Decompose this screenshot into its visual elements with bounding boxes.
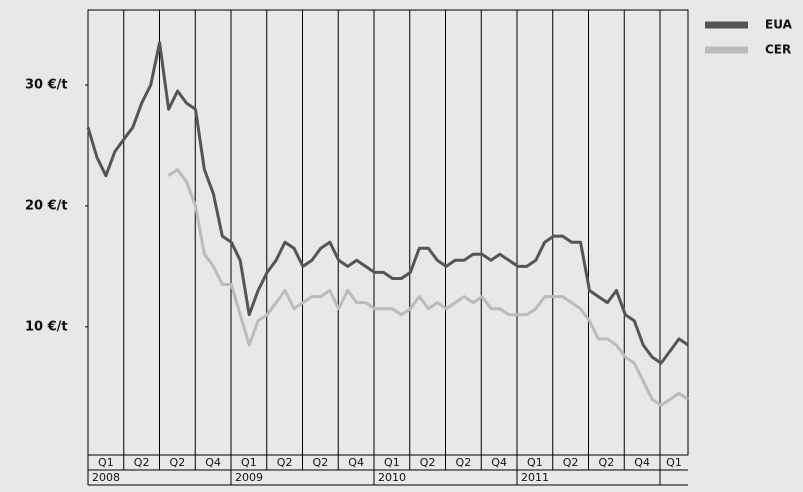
- y-tick-label: 20 €/t: [25, 198, 68, 213]
- year-label: 2009: [235, 471, 263, 484]
- x-tick-label: Q2: [563, 456, 579, 469]
- x-tick-label: Q2: [313, 456, 329, 469]
- year-label: 2010: [378, 471, 406, 484]
- x-tick-label: Q4: [205, 456, 221, 469]
- legend-label: CER: [765, 43, 791, 57]
- x-tick-label: Q4: [348, 456, 364, 469]
- x-tick-label: Q2: [134, 456, 150, 469]
- x-tick-label: Q2: [170, 456, 186, 469]
- x-tick-label: Q2: [456, 456, 472, 469]
- year-label: 2011: [521, 471, 549, 484]
- y-tick-label: 10 €/t: [25, 319, 68, 334]
- x-tick-label: Q2: [599, 456, 615, 469]
- x-tick-label: Q1: [241, 456, 257, 469]
- series-line: [167, 168, 689, 407]
- series-line: [86, 41, 689, 365]
- plot-frame: [87, 9, 689, 456]
- x-tick-label: Q1: [384, 456, 400, 469]
- x-tick-label: Q1: [666, 456, 682, 469]
- x-tick-label: Q4: [634, 456, 650, 469]
- y-tick-label: 30 €/t: [25, 77, 68, 92]
- x-tick-label: Q1: [527, 456, 543, 469]
- x-tick-label: Q2: [420, 456, 436, 469]
- x-tick-label: Q4: [491, 456, 507, 469]
- x-tick-label: Q1: [98, 456, 114, 469]
- legend-label: EUA: [765, 18, 793, 32]
- year-label: 2008: [92, 471, 120, 484]
- x-tick-label: Q2: [277, 456, 293, 469]
